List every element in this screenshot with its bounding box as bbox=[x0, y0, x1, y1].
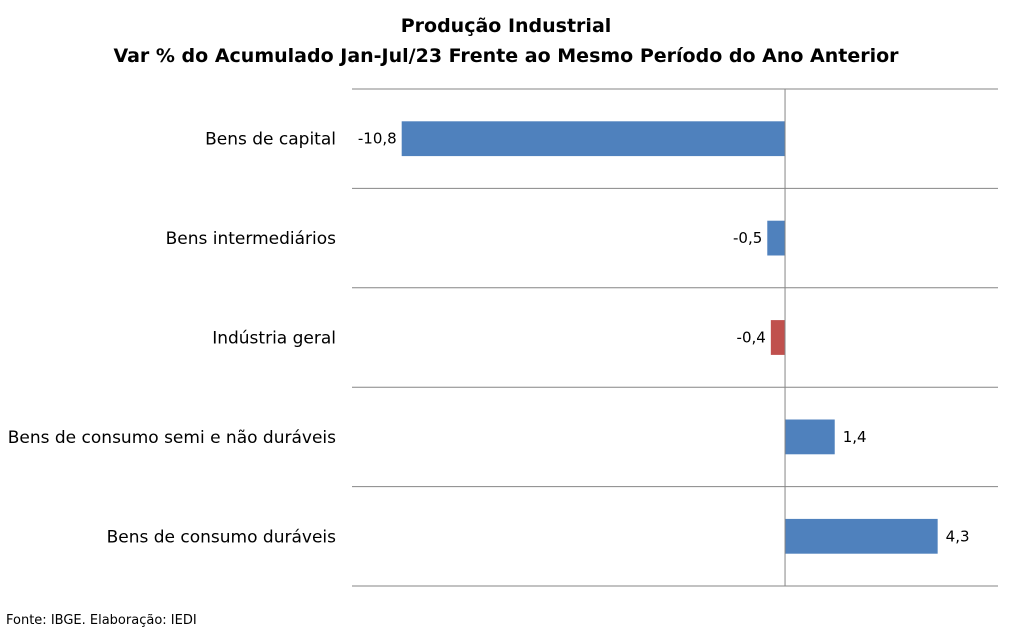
category-label: Bens de consumo duráveis bbox=[107, 527, 337, 547]
category-label: Bens intermediários bbox=[166, 229, 337, 249]
source-note: Fonte: IBGE. Elaboração: IEDI bbox=[6, 613, 197, 628]
data-label: -10,8 bbox=[358, 130, 397, 148]
data-label: -0,4 bbox=[737, 329, 766, 347]
bar bbox=[767, 220, 786, 256]
plot-area: -10,8 Bens de capital -0,5 Bens intermediár… bbox=[8, 88, 998, 587]
bar bbox=[785, 419, 835, 455]
chart-subtitle: Var % do Acumulado Jan-Jul/23 Frente ao … bbox=[113, 45, 899, 67]
data-label: 4,3 bbox=[946, 527, 970, 545]
data-label: -0,5 bbox=[733, 229, 762, 247]
chart-title: Produção Industrial bbox=[401, 15, 612, 37]
bar bbox=[770, 320, 786, 355]
category-label: Bens de consumo semi e não duráveis bbox=[8, 428, 336, 448]
bar bbox=[785, 518, 938, 554]
bar bbox=[401, 121, 786, 157]
data-label: 1,4 bbox=[843, 428, 867, 446]
category-label: Indústria geral bbox=[212, 329, 336, 349]
category-label: Bens de capital bbox=[205, 130, 336, 150]
